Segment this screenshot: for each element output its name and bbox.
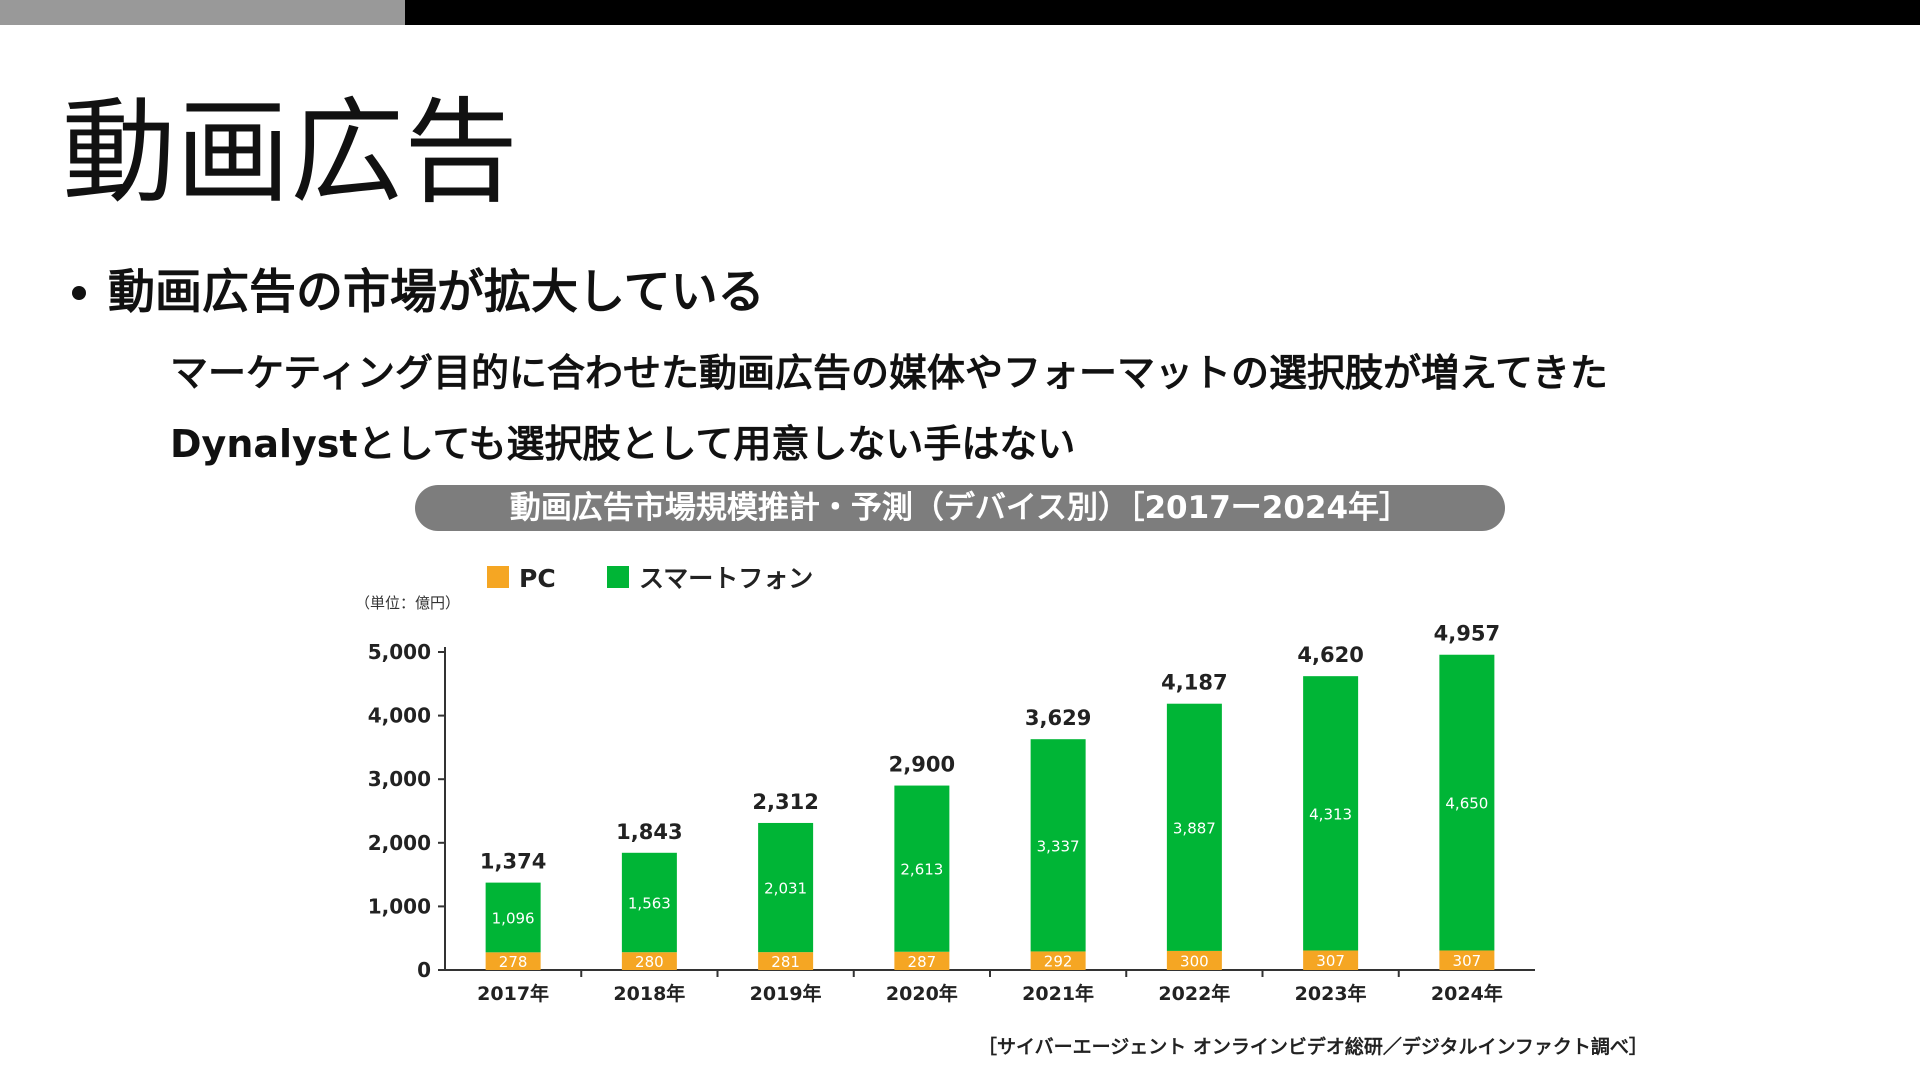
bar-segment-smartphone [1030,739,1086,952]
data-label-smartphone: 2,031 [764,880,807,898]
bullet-text: 動画広告の市場が拡大している [108,265,765,320]
chart-title: 動画広告市場規模推計・予測（デバイス別）［2017ー2024年］ [415,485,1505,531]
data-label-total: 1,843 [616,820,682,844]
bar-segment-smartphone [758,822,814,953]
data-label-pc: 307 [1453,952,1482,970]
data-label-total: 4,187 [1161,671,1227,695]
bar-segment-smartphone [621,852,677,953]
chart-source-note: ［サイバーエージェント オンラインビデオ総研／デジタルインファクト調べ］ [978,1036,1648,1058]
data-label-pc: 300 [1180,952,1209,970]
bar-segment-pc [758,952,814,970]
x-tick-label: 2022年 [1158,982,1230,1005]
data-label-pc: 287 [908,953,937,971]
y-tick-label: 5,000 [368,640,431,664]
data-label-total: 2,900 [889,753,955,777]
legend-label: PC [519,564,556,593]
bar-segment-smartphone [1303,676,1359,951]
bar-segment-smartphone [1439,654,1495,951]
bar-segment-pc [621,952,677,970]
bar-segment-pc [1166,950,1222,970]
x-tick-label: 2020年 [886,982,958,1005]
x-tick-label: 2018年 [613,982,685,1005]
bar-segment-smartphone [1166,703,1222,951]
bar-segment-pc [894,951,950,970]
bar-segment-smartphone [485,882,541,953]
data-label-total: 4,957 [1434,622,1500,646]
y-unit-label: （単位：億円） [355,594,460,612]
x-tick-label: 2021年 [1022,982,1094,1005]
sub-line-2: Dynalystとしても選択肢として用意しない手はない [170,422,1076,466]
x-tick-label: 2023年 [1295,982,1367,1005]
x-tick-label: 2017年 [477,982,549,1005]
bullet-item: 動画広告の市場が拡大している [72,263,765,323]
slide-title: 動画広告 [62,86,519,219]
bar-segment-pc [1030,951,1086,970]
legend-swatch [607,566,629,588]
data-label-pc: 280 [635,953,664,971]
top-bar-accent-black [405,0,1920,25]
data-label-total: 2,312 [752,790,818,814]
data-label-smartphone: 4,313 [1309,805,1352,823]
bar-segment-pc [485,952,541,970]
data-label-total: 3,629 [1025,706,1091,730]
sub-line-1: マーケティング目的に合わせた動画広告の媒体やフォーマットの選択肢が増えてきた [170,351,1608,395]
data-label-smartphone: 4,650 [1445,795,1488,813]
data-label-smartphone: 3,887 [1173,819,1216,837]
legend-label: スマートフォン [639,564,813,593]
y-tick-label: 1,000 [368,894,431,918]
data-label-pc: 292 [1044,953,1073,971]
bar-segment-pc [1439,950,1495,970]
top-bar-accent-gray [0,0,405,25]
data-label-pc: 281 [771,953,800,971]
x-tick-label: 2024年 [1431,982,1503,1005]
data-label-pc: 278 [499,953,528,971]
bullet-dot-icon [72,286,86,300]
data-label-total: 1,374 [480,850,546,874]
y-tick-label: 4,000 [368,704,431,728]
y-tick-label: 3,000 [368,767,431,791]
x-tick-label: 2019年 [750,982,822,1005]
bar-segment-smartphone [894,785,950,952]
data-label-smartphone: 2,613 [900,861,943,879]
y-tick-label: 0 [417,958,431,982]
data-label-smartphone: 1,563 [628,894,671,912]
data-label-pc: 307 [1316,952,1345,970]
y-tick-label: 2,000 [368,831,431,855]
bar-segment-pc [1303,950,1359,970]
legend-swatch [487,566,509,588]
data-label-smartphone: 3,337 [1037,837,1080,855]
data-label-total: 4,620 [1297,643,1363,667]
data-label-smartphone: 1,096 [492,909,535,927]
